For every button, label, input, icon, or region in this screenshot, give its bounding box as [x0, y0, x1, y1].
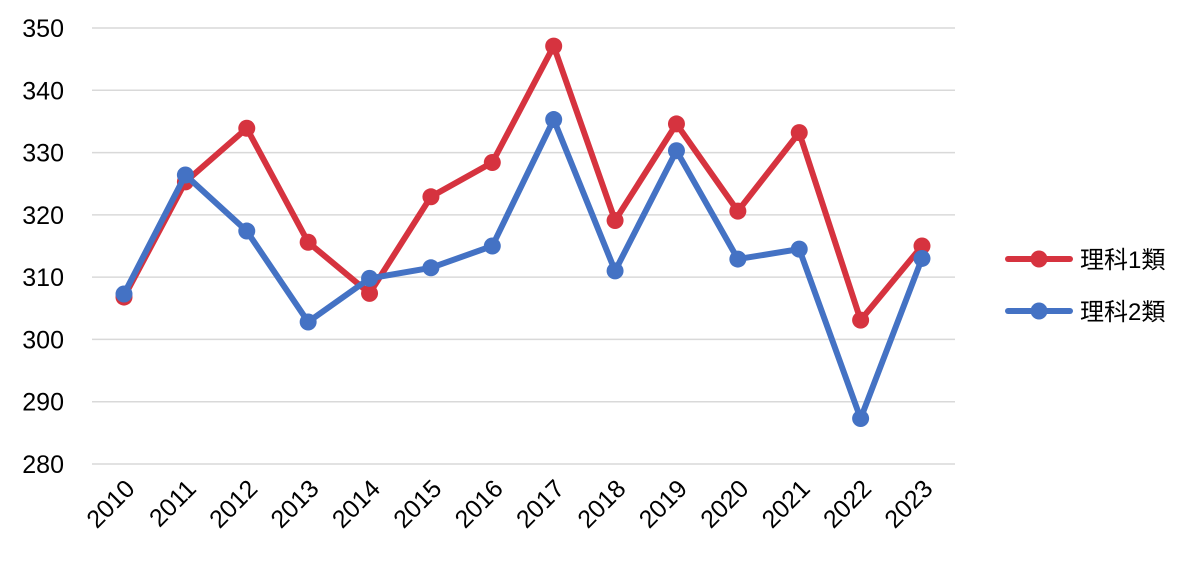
data-point [176, 166, 194, 184]
x-tick-label: 2022 [818, 475, 877, 534]
x-tick-label: 2013 [265, 475, 324, 534]
data-point [115, 285, 133, 303]
legend-item: 理科2類 [1005, 299, 1165, 326]
x-tick-label: 2021 [757, 475, 816, 534]
data-point [238, 119, 256, 137]
series-line [121, 116, 925, 422]
x-tick-label: 2012 [204, 475, 263, 534]
data-point [361, 284, 379, 302]
data-point [913, 249, 931, 267]
data-point [667, 142, 685, 160]
y-tick-label: 310 [22, 264, 64, 292]
y-tick-label: 280 [22, 451, 64, 479]
series-line [121, 43, 925, 324]
data-point [606, 262, 624, 280]
gridlines [92, 27, 955, 465]
data-point [729, 202, 747, 220]
series-2 [115, 111, 931, 428]
legend-item: 理科1類 [1005, 247, 1165, 274]
data-point [361, 269, 379, 287]
data-point [483, 154, 501, 172]
x-tick-label: 2023 [879, 475, 938, 534]
x-tick-label: 2017 [511, 475, 570, 534]
y-tick-label: 340 [22, 77, 64, 105]
data-point [545, 111, 563, 129]
data-point [422, 259, 440, 277]
x-tick-label: 2020 [695, 475, 754, 534]
y-tick-label: 350 [22, 15, 64, 43]
data-point [238, 222, 256, 240]
x-tick-label: 2019 [634, 475, 693, 534]
data-point [790, 124, 808, 142]
y-axis-tick-labels: 280 290 300 310 320 330 340 350 [22, 15, 64, 479]
data-point [545, 37, 563, 55]
data-point [299, 233, 317, 251]
data-point [790, 240, 808, 258]
data-point [299, 313, 317, 331]
x-tick-label: 2014 [327, 475, 386, 534]
data-point [667, 115, 685, 133]
legend-marker [1030, 302, 1048, 320]
x-tick-label: 2015 [388, 475, 447, 534]
data-point [852, 311, 870, 329]
x-tick-label: 2018 [572, 475, 631, 534]
data-point [729, 250, 747, 268]
data-point [606, 211, 624, 229]
data-point [483, 237, 501, 255]
series-lines [115, 37, 931, 428]
y-tick-label: 300 [22, 326, 64, 354]
y-tick-label: 320 [22, 202, 64, 230]
y-tick-label: 330 [22, 140, 64, 168]
x-tick-label: 2011 [144, 475, 202, 533]
legend-label: 理科1類 [1080, 247, 1165, 274]
y-tick-label: 290 [22, 389, 64, 417]
legend-marker [1030, 250, 1048, 268]
legend-label: 理科2類 [1080, 299, 1165, 326]
x-tick-label: 2010 [81, 475, 140, 534]
data-point [913, 237, 931, 255]
x-axis-tick-labels: 2010 2011 2012 2013 2014 2015 2016 2017 2018 2019… [81, 475, 938, 534]
data-point [852, 410, 870, 428]
data-point [422, 188, 440, 206]
x-tick-label: 2016 [450, 475, 509, 534]
